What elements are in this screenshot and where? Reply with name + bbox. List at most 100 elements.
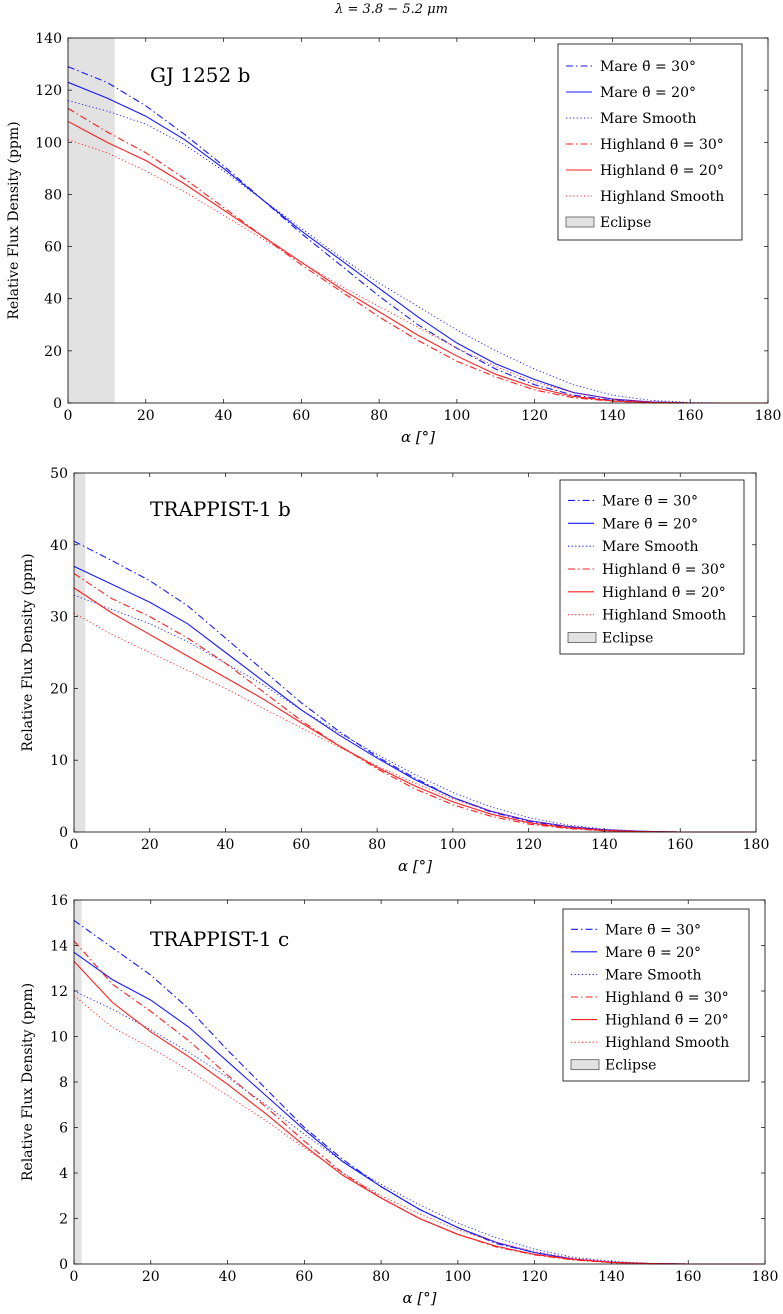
x-tick-label: 100 bbox=[440, 837, 467, 853]
legend-label: Highland Smooth bbox=[605, 1035, 729, 1051]
chart-panel-trappist1c: 0 20 40 60 80 100 120 140 160 180 0 2 4 6 8 10 12 14 16 α [… bbox=[20, 893, 779, 1307]
x-tick-label: 100 bbox=[444, 408, 471, 424]
y-tick-label: 50 bbox=[50, 466, 68, 482]
series-line-highland-solid bbox=[67, 120, 768, 404]
x-axis-title: α [°] bbox=[402, 1289, 436, 1307]
x-tick-label: 40 bbox=[215, 408, 233, 424]
x-tick-label: 80 bbox=[372, 1269, 390, 1285]
legend-swatch-eclipse bbox=[565, 216, 595, 228]
legend-box bbox=[562, 908, 750, 1082]
legend-label: Highland θ̄ = 20° bbox=[605, 1013, 729, 1029]
y-tick-label: 40 bbox=[44, 292, 62, 308]
x-tick-label: 160 bbox=[667, 837, 694, 853]
y-tick-label: 2 bbox=[59, 1212, 68, 1228]
y-tick-label: 14 bbox=[50, 939, 68, 955]
x-tick-label: 80 bbox=[368, 837, 386, 853]
y-tick-label: 20 bbox=[50, 681, 68, 697]
x-tick-label: 80 bbox=[370, 408, 388, 424]
x-tick-label: 120 bbox=[515, 837, 542, 853]
x-tick-label: 20 bbox=[141, 837, 159, 853]
legend-label: Mare θ̄ = 30° bbox=[605, 922, 701, 938]
y-axis-title: Relative Flux Density (ppm) bbox=[6, 121, 22, 319]
x-tick-label: 0 bbox=[70, 1269, 79, 1285]
legend-label: Highland Smooth bbox=[602, 608, 726, 624]
legend-label: Mare Smooth bbox=[600, 111, 696, 127]
x-tick-label: 60 bbox=[292, 408, 310, 424]
y-tick-label: 0 bbox=[59, 1257, 68, 1273]
y-axis-title: Relative Flux Density (ppm) bbox=[20, 553, 36, 751]
y-tick-label: 100 bbox=[35, 135, 62, 151]
x-tick-label: 160 bbox=[677, 408, 704, 424]
y-tick-label: 30 bbox=[50, 610, 68, 626]
x-tick-label: 180 bbox=[743, 837, 770, 853]
x-tick-label: 120 bbox=[521, 1269, 548, 1285]
x-tick-label: 0 bbox=[70, 837, 79, 853]
plot-frame bbox=[67, 37, 769, 404]
x-tick-label: 140 bbox=[599, 408, 626, 424]
chart-panel-trappist1b: 0 20 40 60 80 100 120 140 160 180 0 10 20 30 40 50 α [°]… bbox=[20, 466, 770, 875]
x-tick-label: 60 bbox=[292, 837, 310, 853]
y-tick-label: 0 bbox=[59, 825, 68, 841]
x-tick-label: 180 bbox=[752, 1269, 779, 1285]
legend-label: Highland θ̄ = 30° bbox=[602, 562, 726, 578]
y-tick-label: 120 bbox=[35, 83, 62, 99]
x-tick-label: 140 bbox=[598, 1269, 625, 1285]
legend-label: Mare θ̄ = 30° bbox=[602, 493, 698, 509]
y-tick-label: 12 bbox=[50, 984, 68, 1000]
x-tick-label: 40 bbox=[219, 1269, 237, 1285]
planet-title: GJ 1252 b bbox=[150, 63, 250, 87]
legend-label: Eclipse bbox=[602, 631, 653, 647]
legend-label: Mare θ̄ = 20° bbox=[602, 516, 698, 532]
legend-box bbox=[559, 479, 745, 655]
legend-label: Mare θ̄ = 20° bbox=[605, 945, 701, 961]
x-tick-label: 20 bbox=[137, 408, 155, 424]
legend-box bbox=[557, 43, 743, 241]
y-tick-label: 40 bbox=[50, 538, 68, 554]
y-tick-label: 0 bbox=[53, 396, 62, 412]
y-axis-title: Relative Flux Density (ppm) bbox=[20, 983, 36, 1181]
legend-swatch-eclipse bbox=[570, 1059, 600, 1071]
legend-label: Mare θ̄ = 30° bbox=[600, 59, 696, 75]
legend-label: Highland θ̄ = 20° bbox=[600, 163, 724, 179]
planet-title: TRAPPIST-1 c bbox=[150, 927, 289, 951]
y-tick-label: 8 bbox=[59, 1075, 68, 1091]
y-tick-label: 20 bbox=[44, 344, 62, 360]
x-tick-label: 140 bbox=[591, 837, 618, 853]
x-tick-label: 60 bbox=[295, 1269, 313, 1285]
x-tick-label: 160 bbox=[675, 1269, 702, 1285]
legend-label: Highland θ̄ = 20° bbox=[602, 585, 726, 601]
eclipse-band bbox=[74, 473, 86, 832]
x-tick-label: 180 bbox=[755, 408, 782, 424]
series-line-highland-dashdot bbox=[67, 107, 768, 404]
x-tick-label: 40 bbox=[217, 837, 235, 853]
legend-label: Eclipse bbox=[600, 215, 651, 231]
x-tick-label: 20 bbox=[142, 1269, 160, 1285]
legend-label: Highland θ̄ = 30° bbox=[605, 990, 729, 1006]
eclipse-band bbox=[68, 38, 115, 403]
y-tick-label: 60 bbox=[44, 240, 62, 256]
series-line-mare-dotted bbox=[67, 100, 768, 404]
y-tick-label: 10 bbox=[50, 1030, 68, 1046]
legend-label: Highland θ̄ = 30° bbox=[600, 137, 724, 153]
y-tick-label: 10 bbox=[50, 753, 68, 769]
y-tick-label: 16 bbox=[50, 893, 68, 909]
legend-label: Highland Smooth bbox=[600, 189, 724, 205]
x-tick-label: 0 bbox=[64, 408, 73, 424]
legend-swatch-eclipse bbox=[567, 632, 597, 643]
figure-title: λ = 3.8 − 5.2 μm bbox=[335, 2, 448, 17]
series-line-highland-solid bbox=[73, 961, 765, 1265]
legend-label: Mare Smooth bbox=[605, 967, 701, 983]
x-tick-label: 120 bbox=[521, 408, 548, 424]
legend-label: Mare θ̄ = 20° bbox=[600, 85, 696, 101]
legend-label: Eclipse bbox=[605, 1058, 656, 1074]
legend-label: Mare Smooth bbox=[602, 539, 698, 555]
y-tick-label: 80 bbox=[44, 187, 62, 203]
plot-frame bbox=[73, 472, 757, 833]
y-tick-label: 4 bbox=[59, 1166, 68, 1182]
series-line-mare-dotted bbox=[73, 990, 765, 1265]
x-tick-label: 100 bbox=[445, 1269, 472, 1285]
chart-panel-gj1252b: 0 20 40 60 80 100 120 140 160 180 0 20 40 60 80 100 120 1… bbox=[6, 31, 782, 446]
x-axis-title: α [°] bbox=[401, 428, 435, 446]
x-axis-title: α [°] bbox=[398, 857, 432, 875]
planet-title: TRAPPIST-1 b bbox=[150, 497, 291, 521]
